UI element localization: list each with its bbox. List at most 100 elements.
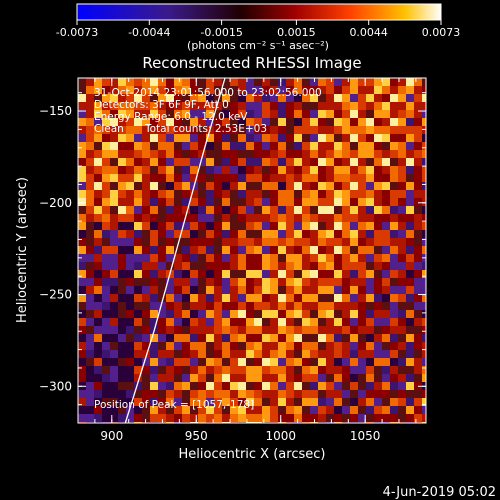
heatmap-cell <box>334 214 342 222</box>
heatmap-cell <box>174 134 182 142</box>
heatmap-cell <box>182 246 190 254</box>
heatmap-cell <box>390 86 398 94</box>
heatmap-cell <box>102 198 110 206</box>
heatmap-cell <box>166 102 174 110</box>
heatmap-cell <box>198 94 206 102</box>
heatmap-cell <box>278 270 286 278</box>
heatmap-cell <box>126 78 134 86</box>
heatmap-cell <box>198 318 206 326</box>
heatmap-cell <box>326 270 334 278</box>
heatmap-cell <box>302 302 310 310</box>
heatmap-cell <box>406 222 414 230</box>
heatmap-cell <box>374 294 382 302</box>
heatmap-cell <box>358 142 366 150</box>
heatmap-cell <box>374 374 382 382</box>
heatmap-cell <box>398 270 406 278</box>
heatmap-cell <box>94 222 102 230</box>
heatmap-cell <box>142 142 150 150</box>
heatmap-cell <box>398 102 406 110</box>
heatmap-cell <box>382 318 390 326</box>
heatmap-cell <box>262 118 270 126</box>
heatmap-cell <box>406 238 414 246</box>
heatmap-cell <box>150 270 158 278</box>
heatmap-cell <box>390 366 398 374</box>
heatmap-cell <box>182 286 190 294</box>
heatmap-cell <box>318 86 326 94</box>
heatmap-cell <box>262 174 270 182</box>
heatmap-cell <box>158 334 166 342</box>
heatmap-cell <box>286 286 294 294</box>
heatmap-cell <box>366 334 374 342</box>
heatmap-cell <box>118 110 126 118</box>
heatmap-cell <box>78 278 86 286</box>
heatmap-cell <box>422 118 426 126</box>
heatmap-cell <box>358 230 366 238</box>
heatmap-cell <box>382 334 390 342</box>
heatmap-cell <box>326 326 334 334</box>
annotation-time-range: 31-Oct-2014 23:01:56.000 to 23:02:56.000 <box>94 87 322 99</box>
heatmap-cell <box>262 414 270 422</box>
heatmap-cell <box>238 246 246 254</box>
heatmap-cell <box>78 174 86 182</box>
heatmap-cell <box>222 206 230 214</box>
heatmap-cell <box>230 310 238 318</box>
heatmap-cell <box>126 166 134 174</box>
heatmap-cell <box>182 390 190 398</box>
heatmap-cell <box>222 334 230 342</box>
heatmap-cell <box>366 398 374 406</box>
heatmap-cell <box>406 406 414 414</box>
heatmap-cell <box>382 182 390 190</box>
heatmap-cell <box>238 166 246 174</box>
heatmap-cell <box>382 222 390 230</box>
heatmap-cell <box>342 294 350 302</box>
heatmap-cell <box>182 358 190 366</box>
heatmap-cell <box>246 382 254 390</box>
heatmap-cell <box>150 350 158 358</box>
heatmap-cell <box>422 182 426 190</box>
heatmap-cell <box>214 222 222 230</box>
heatmap-cell <box>150 230 158 238</box>
heatmap-cell <box>390 94 398 102</box>
heatmap-cell <box>190 230 198 238</box>
heatmap-cell <box>246 142 254 150</box>
colorbar-tick-label: 0.0044 <box>349 26 388 39</box>
heatmap-cell <box>342 78 350 86</box>
heatmap-cell <box>238 270 246 278</box>
heatmap-cell <box>254 302 262 310</box>
heatmap-cell <box>358 374 366 382</box>
heatmap-cell <box>326 302 334 310</box>
heatmap-cell <box>350 350 358 358</box>
heatmap-cell <box>110 118 118 126</box>
heatmap-cell <box>246 230 254 238</box>
heatmap-cell <box>190 174 198 182</box>
heatmap-cell <box>262 366 270 374</box>
heatmap-cell <box>366 158 374 166</box>
heatmap-cell <box>254 390 262 398</box>
heatmap-cell <box>310 166 318 174</box>
heatmap-cell <box>134 294 142 302</box>
heatmap-cell <box>134 94 142 102</box>
heatmap-cell <box>126 134 134 142</box>
heatmap-cell <box>350 326 358 334</box>
heatmap-cell <box>134 358 142 366</box>
heatmap-cell <box>318 94 326 102</box>
heatmap-cell <box>342 94 350 102</box>
heatmap-cell <box>222 118 230 126</box>
heatmap-cell <box>118 230 126 238</box>
heatmap-cell <box>358 78 366 86</box>
heatmap-cell <box>134 326 142 334</box>
heatmap-cell <box>358 310 366 318</box>
heatmap-cell <box>294 230 302 238</box>
heatmap-cell <box>222 414 230 422</box>
heatmap-cell <box>94 214 102 222</box>
heatmap-cell <box>214 86 222 94</box>
heatmap-cell <box>414 366 422 374</box>
heatmap-cell <box>254 78 262 86</box>
heatmap-cell <box>246 374 254 382</box>
heatmap-cell <box>310 102 318 110</box>
heatmap-cell <box>414 286 422 294</box>
heatmap-cell <box>126 254 134 262</box>
heatmap-cell <box>214 286 222 294</box>
heatmap-cell <box>102 350 110 358</box>
heatmap-cell <box>214 94 222 102</box>
